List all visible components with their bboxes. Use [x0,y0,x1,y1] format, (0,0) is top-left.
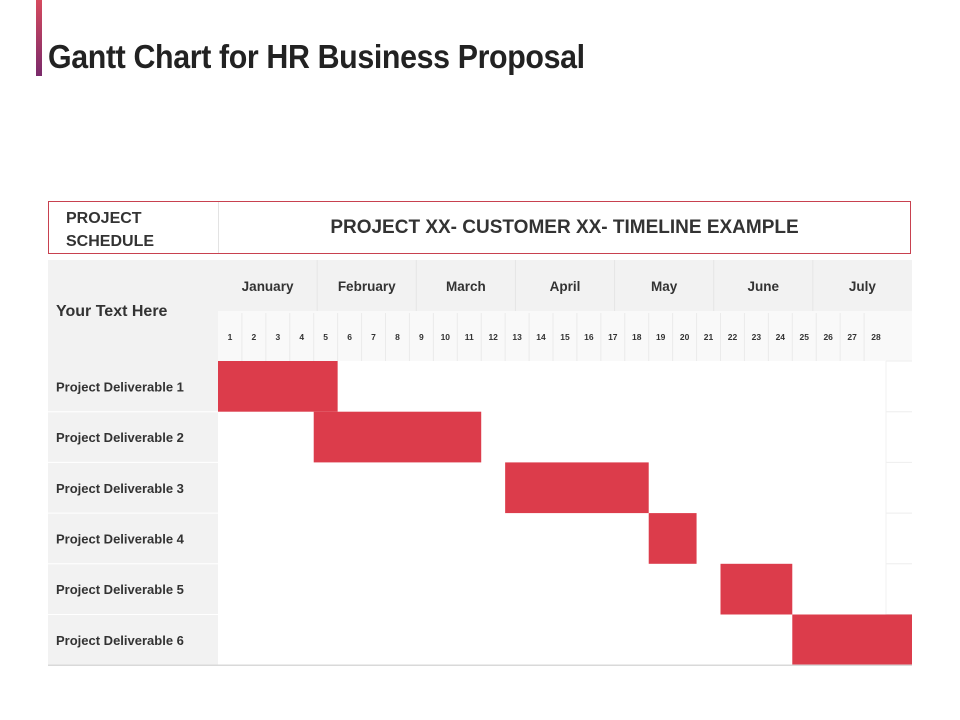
page-title: Gantt Chart for HR Business Proposal [48,38,585,75]
project-schedule-line2: SCHEDULE [66,233,155,250]
unit-tick-label: 4 [299,332,304,342]
month-label: January [242,279,294,294]
unit-tick-label: 20 [680,332,690,342]
unit-tick-label: 3 [275,332,280,342]
title-accent-bar [36,0,42,76]
month-label: July [849,279,877,294]
unit-tick-label: 23 [752,332,762,342]
unit-tick-label: 2 [252,332,257,342]
timeline-title: PROJECT XX- CUSTOMER XX- TIMELINE EXAMPL… [330,216,799,238]
unit-tick-label: 24 [776,332,786,342]
task-label: Project Deliverable 3 [56,481,184,496]
unit-tick-label: 26 [823,332,833,342]
row-header-label: Your Text Here [56,303,168,320]
task-bar [720,563,793,615]
unit-tick-label: 12 [488,332,498,342]
unit-tick-label: 25 [800,332,810,342]
unit-row-panel [218,311,912,361]
unit-tick-label: 1 [228,332,233,342]
task-label: Project Deliverable 2 [56,430,184,445]
month-label: March [446,279,486,294]
month-label: May [651,279,678,294]
month-label: April [550,279,581,294]
unit-tick-label: 6 [347,332,352,342]
project-schedule-label: PROJECT SCHEDULE [49,202,219,253]
month-label: June [748,279,780,294]
task-bar [505,462,649,514]
schedule-header: PROJECT SCHEDULE PROJECT XX- CUSTOMER XX… [48,201,911,254]
unit-tick-label: 13 [512,332,522,342]
task-bar [792,614,912,666]
task-bar [218,361,338,412]
unit-tick-label: 21 [704,332,714,342]
unit-tick-label: 19 [656,332,666,342]
unit-tick-label: 5 [323,332,328,342]
task-label: Project Deliverable 5 [56,582,184,597]
unit-tick-label: 17 [608,332,618,342]
unit-tick-label: 9 [419,332,424,342]
task-bar [313,411,482,463]
project-schedule-line1: PROJECT [66,210,142,227]
unit-tick-label: 15 [560,332,570,342]
task-label: Project Deliverable 4 [56,531,185,546]
unit-tick-label: 16 [584,332,594,342]
unit-tick-label: 7 [371,332,376,342]
unit-tick-label: 11 [465,332,474,342]
unit-tick-label: 14 [536,332,546,342]
unit-tick-label: 10 [441,332,451,342]
unit-tick-label: 18 [632,332,642,342]
unit-tick-label: 27 [847,332,857,342]
task-label: Project Deliverable 1 [56,379,184,394]
unit-tick-label: 28 [871,332,881,342]
task-bar [648,513,697,564]
unit-tick-label: 8 [395,332,400,342]
month-label: February [338,279,396,294]
unit-tick-label: 22 [728,332,738,342]
task-label: Project Deliverable 6 [56,633,184,648]
